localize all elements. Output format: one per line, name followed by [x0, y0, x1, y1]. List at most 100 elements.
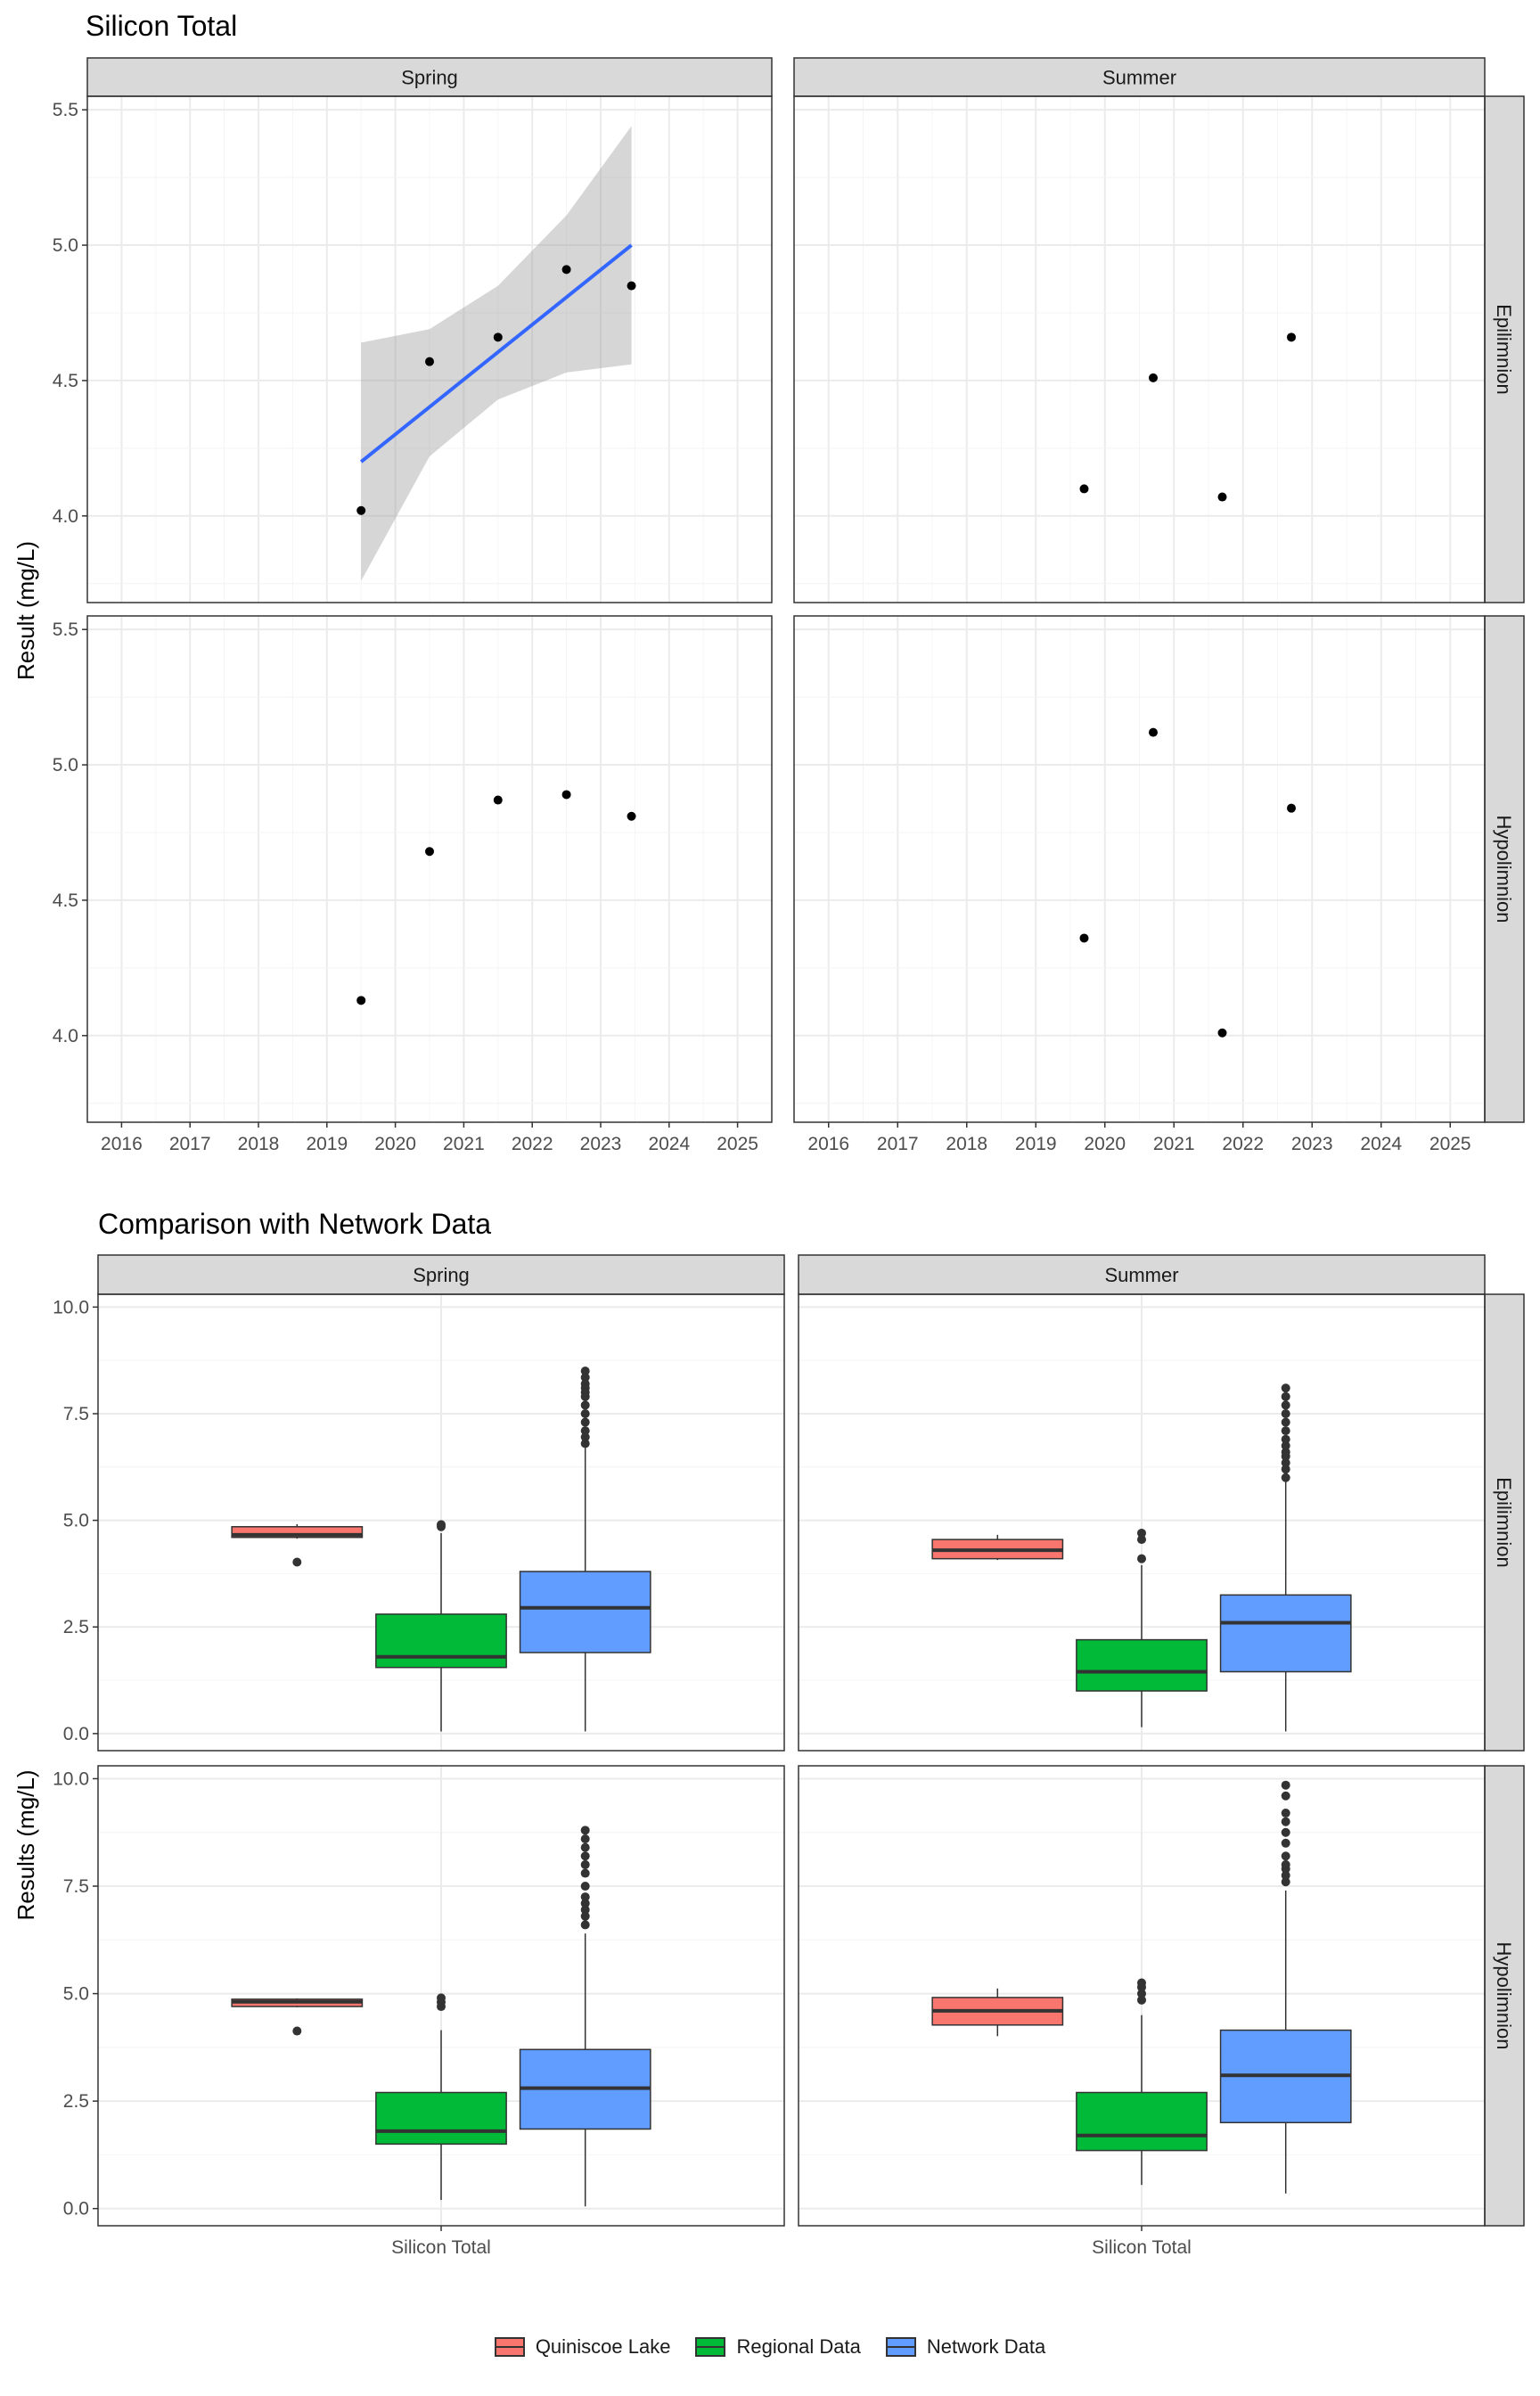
data-point: [561, 265, 571, 275]
x-tick-label: 2025: [1429, 1134, 1471, 1154]
data-point: [627, 281, 636, 291]
outlier-point-regional-data: [1137, 1535, 1146, 1545]
chart-title-comparison: Comparison with Network Data: [98, 1208, 491, 1240]
outlier-point-network-data: [1281, 1458, 1290, 1468]
panel-summer-epilimnion: [793, 95, 1486, 603]
outlier-point-network-data: [580, 1905, 590, 1915]
y-tick-label: 5.0: [53, 755, 78, 775]
outlier-point-network-data: [580, 1859, 590, 1869]
x-tick-label: 2019: [1015, 1134, 1057, 1154]
outlier-point-network-data: [1281, 1791, 1290, 1801]
data-point: [1287, 803, 1296, 813]
facet-strip-hypolimnion: [1484, 615, 1525, 1123]
data-point: [1079, 933, 1089, 943]
outlier-point-network-data: [580, 1892, 590, 1902]
x-tick-label: 2023: [1291, 1134, 1333, 1154]
data-point: [1217, 492, 1227, 502]
outlier-point-network-data: [1281, 1851, 1290, 1861]
outlier-point-network-data: [580, 1920, 590, 1930]
outlier-point-network-data: [580, 1366, 590, 1376]
facet-label-epilimnion: Epilimnion: [1493, 1477, 1515, 1568]
outlier-point-network-data: [1281, 1809, 1290, 1818]
trend-line: [359, 243, 633, 464]
outlier-point-quiniscoe-lake: [292, 1557, 302, 1567]
facet-label-hypolimnion: Hypolimnion: [1493, 815, 1515, 923]
outlier-point-network-data: [580, 1882, 590, 1891]
outlier-point-regional-data: [1137, 1989, 1146, 1998]
outlier-point-network-data: [580, 1911, 590, 1921]
y-tick-label: 5.0: [63, 1511, 89, 1531]
box-regional-data: [1076, 1638, 1208, 1692]
facet-label-hypolimnion: Hypolimnion: [1493, 1941, 1515, 2049]
panel-summer-epilimnion: [798, 1293, 1486, 1752]
y-tick-label: 7.5: [63, 1404, 89, 1424]
data-point: [356, 505, 366, 515]
x-tick-label: 2024: [648, 1134, 690, 1154]
outlier-point-quiniscoe-lake: [292, 2026, 302, 2036]
panel-spring-epilimnion: [97, 1293, 785, 1752]
x-tick-label: 2016: [101, 1134, 143, 1154]
outlier-point-network-data: [1281, 1426, 1290, 1436]
outlier-point-network-data: [580, 1899, 590, 1908]
outlier-point-network-data: [1281, 1473, 1290, 1482]
facet-strip-summer: [798, 1254, 1486, 1295]
outlier-point-regional-data: [1137, 1528, 1146, 1538]
outlier-point-network-data: [1281, 1827, 1290, 1837]
legend-key-network-data: [885, 2335, 918, 2359]
outlier-point-network-data: [580, 1426, 590, 1436]
x-tick-label: 2017: [877, 1134, 919, 1154]
x-tick-label: 2021: [1153, 1134, 1195, 1154]
outlier-point-network-data: [580, 1851, 590, 1861]
facet-label-summer: Summer: [1104, 1264, 1178, 1286]
legend-key-quiniscoe-lake: [494, 2335, 527, 2359]
outlier-point-regional-data: [1137, 1978, 1146, 1988]
box-regional-data: [1076, 2091, 1208, 2152]
y-tick-label: 2.5: [63, 2091, 89, 2112]
outlier-point-regional-data: [437, 1993, 446, 2003]
outlier-point-network-data: [580, 1373, 590, 1383]
legend-label: Network Data: [926, 2335, 1046, 2358]
panel-spring-epilimnion: [86, 95, 773, 603]
x-tick-label: 2018: [946, 1134, 987, 1154]
legend-item-network-data: Network Data: [885, 2335, 1046, 2359]
facet-label-spring: Spring: [413, 1264, 470, 1286]
box-network-data: [519, 1571, 651, 1653]
outlier-point-regional-data: [1137, 1995, 1146, 2005]
legend: Quiniscoe Lake Regional Data Network Dat…: [0, 2335, 1540, 2359]
x-tick-label: 2022: [1222, 1134, 1264, 1154]
outlier-point-network-data: [580, 1826, 590, 1835]
y-tick-label: 4.5: [53, 890, 78, 911]
box-regional-data: [375, 1613, 507, 1669]
outlier-point-regional-data: [1137, 1554, 1146, 1563]
data-point: [493, 795, 503, 805]
outlier-point-network-data: [1281, 1780, 1290, 1790]
facet-strip-summer: [793, 57, 1486, 97]
x-tick-label: 2024: [1360, 1134, 1402, 1154]
data-point: [1149, 373, 1158, 382]
facet-strip-spring: [86, 57, 773, 97]
outlier-point-network-data: [1281, 1408, 1290, 1418]
facet-label-summer: Summer: [1102, 67, 1176, 89]
outlier-point-network-data: [1281, 1877, 1290, 1887]
x-tick-label: 2019: [306, 1134, 348, 1154]
data-point: [356, 996, 366, 1005]
y-tick-label: 5.5: [53, 100, 78, 120]
y-tick-label: 4.0: [53, 1026, 78, 1046]
facet-strip-hypolimnion: [1484, 1765, 1525, 2227]
x-tick-label: 2022: [512, 1134, 553, 1154]
outlier-point-network-data: [580, 1408, 590, 1418]
x-tick-label: 2016: [807, 1134, 849, 1154]
y-tick-label: 4.5: [53, 371, 78, 391]
outlier-point-network-data: [1281, 1417, 1290, 1427]
outlier-point-network-data: [580, 1439, 590, 1448]
x-tick-label: Silicon Total: [391, 2237, 491, 2258]
outlier-point-network-data: [1281, 1817, 1290, 1826]
outlier-point-network-data: [580, 1868, 590, 1878]
y-tick-label: 10.0: [53, 1768, 89, 1789]
facet-strip-epilimnion: [1484, 1293, 1525, 1752]
data-point: [1149, 727, 1158, 737]
outlier-point-network-data: [1281, 1465, 1290, 1474]
data-point: [1079, 484, 1089, 494]
outlier-point-network-data: [1281, 1448, 1290, 1457]
legend-key-regional-data: [695, 2335, 727, 2359]
